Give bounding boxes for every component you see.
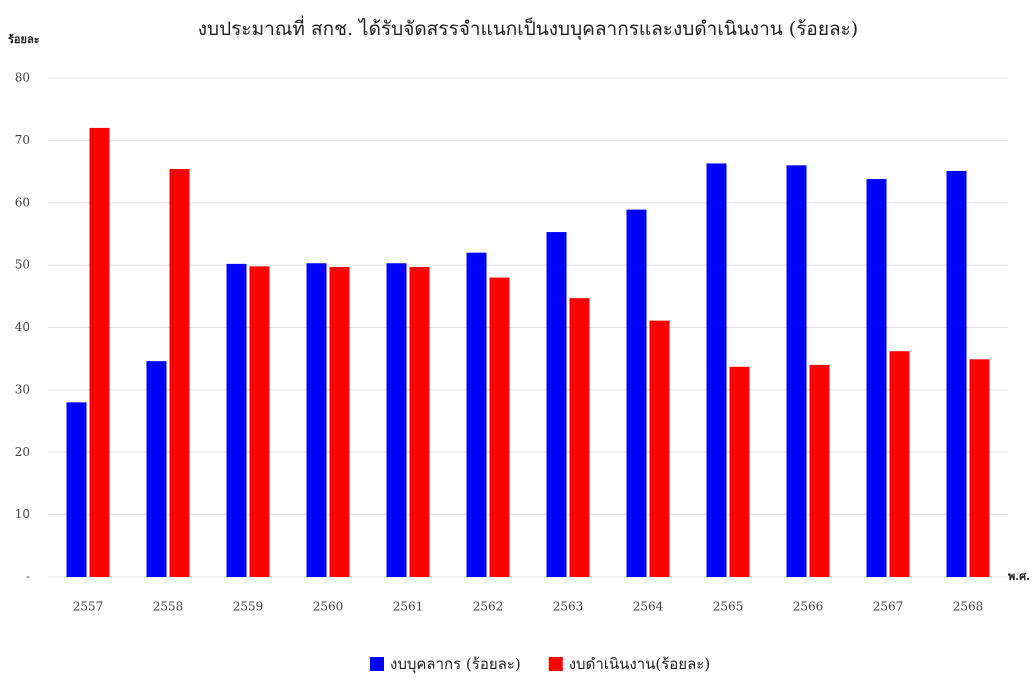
y-tick-label: 60	[15, 195, 30, 209]
bar	[489, 277, 510, 577]
bar	[226, 263, 247, 577]
y-tick-label: 30	[15, 382, 30, 396]
bar	[306, 263, 327, 577]
x-tick-label: 2566	[793, 600, 824, 614]
bar	[729, 366, 750, 577]
x-tick-label: 2567	[873, 600, 904, 614]
bar	[649, 320, 670, 577]
bar	[66, 402, 87, 577]
bar	[786, 165, 807, 577]
bar	[89, 127, 110, 578]
bar	[249, 266, 270, 577]
x-tick-label: 2558	[153, 600, 184, 614]
y-tick-label: -	[26, 570, 30, 584]
x-tick-label: 2561	[393, 600, 424, 614]
bar	[866, 179, 887, 578]
x-tick-label: 2564	[633, 600, 664, 614]
y-tick-label: 80	[15, 71, 30, 85]
bar	[169, 169, 190, 577]
x-tick-label: 2557	[73, 600, 104, 614]
bar	[706, 163, 727, 578]
y-tick-label: 50	[15, 258, 30, 272]
bar	[546, 232, 567, 577]
bar	[969, 359, 990, 577]
x-axis-label: พ.ศ.	[1008, 570, 1030, 583]
x-tick-label: 2562	[473, 600, 504, 614]
bar	[146, 361, 167, 577]
x-tick-label: 2559	[233, 600, 264, 614]
bar	[809, 364, 830, 577]
legend-label: งบดำเนินงาน(ร้อยละ)	[569, 655, 710, 673]
x-tick-label: 2563	[553, 600, 584, 614]
bar	[386, 263, 407, 577]
bar	[329, 266, 350, 577]
legend-label: งบบุคลากร (ร้อยละ)	[390, 655, 521, 674]
y-tick-label: 70	[15, 133, 30, 147]
bar	[946, 170, 967, 577]
legend-swatch	[548, 657, 563, 671]
bar	[889, 351, 910, 577]
legend-swatch	[370, 657, 384, 671]
chart-title: งบประมาณที่ สกช. ได้รับจัดสรรจำแนกเป็นงบ…	[198, 15, 858, 41]
bar	[409, 266, 430, 577]
y-tick-label: 10	[15, 507, 30, 521]
bar	[626, 209, 647, 577]
x-tick-label: 2565	[713, 600, 744, 614]
y-tick-label: 40	[15, 320, 30, 334]
y-tick-label: 20	[15, 445, 30, 459]
x-tick-label: 2560	[313, 600, 344, 614]
bar	[466, 252, 487, 577]
x-tick-label: 2568	[953, 600, 984, 614]
y-axis-label: ร้อยละ	[8, 33, 40, 46]
bar	[569, 298, 590, 577]
